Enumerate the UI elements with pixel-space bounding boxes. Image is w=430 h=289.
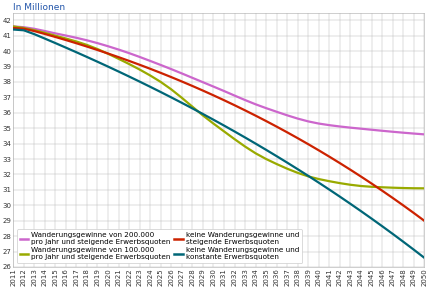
Text: In Millionen: In Millionen <box>13 3 65 12</box>
Legend: Wanderungsgewinne von 200.000
pro Jahr und steigende Erwerbsquoten, Wanderungsge: Wanderungsgewinne von 200.000 pro Jahr u… <box>17 229 302 263</box>
